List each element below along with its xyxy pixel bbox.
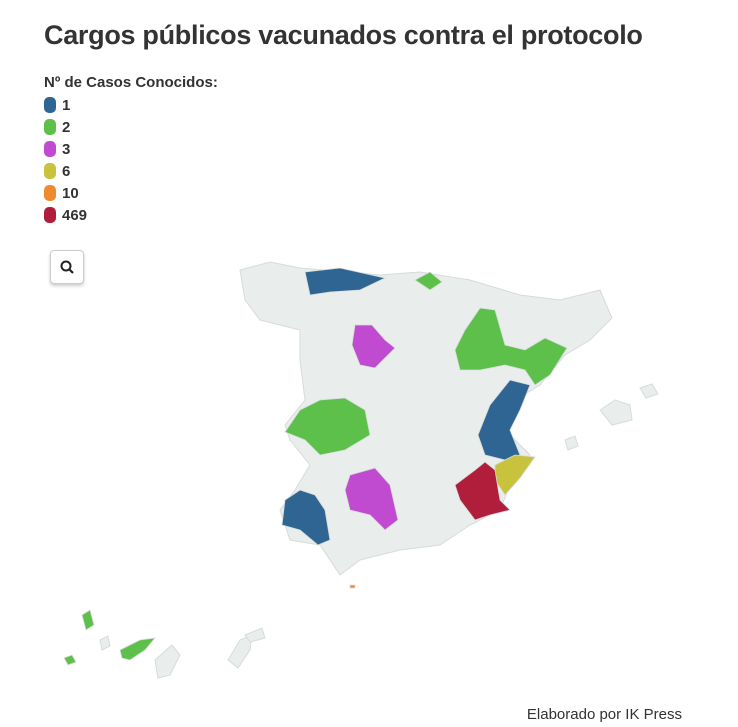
land xyxy=(99,261,659,679)
island xyxy=(564,435,579,451)
legend-swatch xyxy=(44,207,56,223)
legend: Nº de Casos Conocidos: 1 2 3 6 10 469 xyxy=(44,74,218,226)
region xyxy=(284,397,371,456)
legend-swatch xyxy=(44,163,56,179)
legend-label: 10 xyxy=(62,184,79,202)
legend-title: Nº de Casos Conocidos: xyxy=(44,74,218,91)
legend-item[interactable]: 1 xyxy=(44,94,218,116)
legend-item[interactable]: 2 xyxy=(44,116,218,138)
legend-label: 2 xyxy=(62,118,71,136)
island xyxy=(599,399,633,426)
region xyxy=(454,307,568,386)
region xyxy=(81,609,95,631)
legend-swatch xyxy=(44,141,56,157)
island xyxy=(639,383,659,399)
region xyxy=(281,489,331,546)
legend-swatch xyxy=(44,185,56,201)
legend-swatch xyxy=(44,97,56,113)
legend-item[interactable]: 10 xyxy=(44,182,218,204)
legend-item[interactable]: 469 xyxy=(44,204,218,226)
legend-item[interactable]: 6 xyxy=(44,160,218,182)
region xyxy=(414,271,443,291)
region xyxy=(119,637,156,661)
legend-label: 469 xyxy=(62,206,88,224)
island xyxy=(244,627,266,643)
legend-label: 3 xyxy=(62,140,71,158)
region xyxy=(454,461,511,521)
title: Cargos públicos vacunados contra el prot… xyxy=(44,20,643,50)
region xyxy=(304,267,387,296)
legend-swatch xyxy=(44,119,56,135)
region xyxy=(344,467,399,531)
credit: Elaborado por IK Press xyxy=(526,706,682,723)
region xyxy=(477,379,531,461)
legend-item[interactable]: 3 xyxy=(44,138,218,160)
island xyxy=(154,644,181,679)
island xyxy=(99,635,111,651)
search-button[interactable] xyxy=(50,250,84,284)
regions xyxy=(63,267,568,666)
legend-label: 6 xyxy=(62,162,71,180)
legend-label: 1 xyxy=(62,96,71,114)
island xyxy=(227,634,253,669)
search-icon xyxy=(60,260,74,274)
region xyxy=(351,324,396,369)
region xyxy=(349,584,356,589)
region xyxy=(63,654,77,666)
